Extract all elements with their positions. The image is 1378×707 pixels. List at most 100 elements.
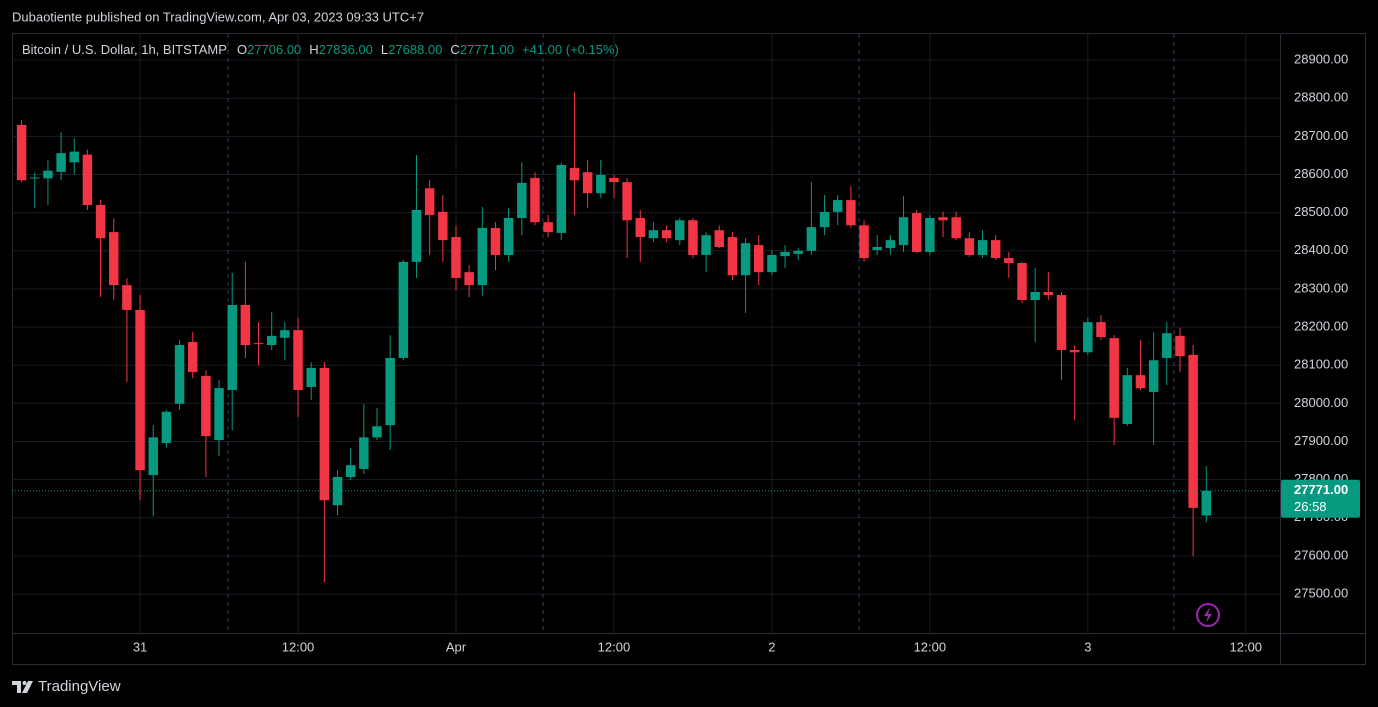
candle-body <box>1162 333 1172 358</box>
candle-body <box>556 164 567 233</box>
candle-body <box>859 225 869 259</box>
ohlc-value: 27836.00 <box>319 42 373 57</box>
candle-body <box>477 227 488 286</box>
candle-body <box>872 246 882 251</box>
candle-body <box>609 177 619 183</box>
candle-body <box>1069 349 1080 353</box>
logo-dot <box>22 681 27 685</box>
y-tick-label: 28100.00 <box>1294 357 1348 372</box>
candle-body <box>1030 291 1040 301</box>
candle-body <box>1083 322 1093 353</box>
ohlc-value: 27771.00 <box>460 42 514 57</box>
y-tick-label: 28000.00 <box>1294 395 1348 410</box>
candle-body <box>675 220 685 241</box>
x-tick-label: 31 <box>133 639 147 654</box>
ohlc-value: 27688.00 <box>388 42 442 57</box>
candle-body <box>661 230 672 239</box>
candle-body <box>424 188 435 215</box>
x-tick-label: 12:00 <box>914 639 947 654</box>
alert-icon <box>1196 603 1220 627</box>
candle-body <box>780 251 790 257</box>
candle-body <box>214 388 224 440</box>
y-tick-label: 28700.00 <box>1294 128 1348 143</box>
candle-body <box>1201 490 1212 516</box>
candle-body <box>464 272 474 286</box>
candle-body <box>82 154 93 206</box>
candle-body <box>306 367 316 387</box>
ohlc-key: C <box>450 42 459 57</box>
ohlc-key: O <box>237 42 247 57</box>
x-tick-label: 12:00 <box>1230 639 1263 654</box>
candle-body <box>832 200 843 212</box>
y-tick-label: 28200.00 <box>1294 319 1348 334</box>
candle-body <box>16 124 27 181</box>
candle-body <box>411 209 422 262</box>
candle-body <box>187 341 198 373</box>
alert-circle <box>1196 603 1220 627</box>
symbol-title: Bitcoin / U.S. Dollar, 1h, BITSTAMP <box>22 42 227 57</box>
candle-body <box>398 261 409 358</box>
candle-body <box>635 217 646 238</box>
x-tick-label: 2 <box>768 639 775 654</box>
labels: 27500.0027600.0027700.0027800.0027900.00… <box>12 52 1360 654</box>
candle-body <box>503 217 514 255</box>
candle-body <box>240 304 251 346</box>
candle-body <box>767 254 777 273</box>
change-value: +41.00 (+0.15%) <box>522 42 619 57</box>
candle-body <box>253 343 264 345</box>
candle-body <box>925 217 935 252</box>
candle-body <box>359 437 369 469</box>
candle-body <box>990 240 1001 259</box>
candle-body <box>43 170 53 179</box>
candle-body <box>227 304 237 391</box>
candle-body <box>135 309 145 471</box>
candle-body <box>345 465 356 477</box>
candle-body <box>964 238 975 255</box>
candle-body <box>1017 263 1027 301</box>
x-tick-label: 3 <box>1084 639 1091 654</box>
candle-body <box>846 200 856 226</box>
y-tick-label: 28400.00 <box>1294 242 1348 257</box>
x-tick-label: Apr <box>446 639 467 654</box>
candle-body <box>1188 354 1198 508</box>
candle-body <box>938 217 948 221</box>
candle-body <box>543 222 553 233</box>
candle-body <box>898 217 909 246</box>
y-tick-label: 28900.00 <box>1294 52 1348 67</box>
candle-body <box>740 243 751 276</box>
candle-body <box>1122 375 1133 424</box>
last-price-label: 27771.00 <box>1294 482 1348 497</box>
countdown-label: 26:58 <box>1294 499 1327 514</box>
candle-body <box>569 168 580 181</box>
candle-body <box>293 330 303 391</box>
footer-logo <box>12 681 33 693</box>
candle-body <box>109 232 119 286</box>
symbol-legend: Bitcoin / U.S. Dollar, 1h, BITSTAMP O2770… <box>22 42 619 57</box>
candle-body <box>1004 258 1014 264</box>
candle-body <box>451 237 461 278</box>
candle-body <box>951 217 961 239</box>
candle-body <box>622 182 632 221</box>
candle-body <box>885 240 896 249</box>
candle-body <box>332 476 343 506</box>
candle-body <box>1109 338 1119 418</box>
candle-body <box>596 174 606 194</box>
candle-body <box>1135 375 1146 389</box>
session-separators <box>227 34 1175 633</box>
candle-body <box>1096 322 1106 338</box>
candle-body <box>438 211 448 241</box>
candle-body <box>1175 335 1185 357</box>
candle-body <box>490 227 501 255</box>
footer-brand: TradingView <box>38 678 121 695</box>
candle-body <box>977 240 988 255</box>
candle-body <box>806 227 817 251</box>
last-price-tag <box>1281 479 1360 518</box>
logo-mark <box>12 681 21 693</box>
candle-body <box>530 177 540 223</box>
x-tick-label: 12:00 <box>282 639 315 654</box>
candle-body <box>266 335 277 346</box>
candle-body <box>1043 291 1054 296</box>
candle-body <box>69 151 80 163</box>
candle-body <box>95 205 106 239</box>
ohlc-key: H <box>309 42 318 57</box>
